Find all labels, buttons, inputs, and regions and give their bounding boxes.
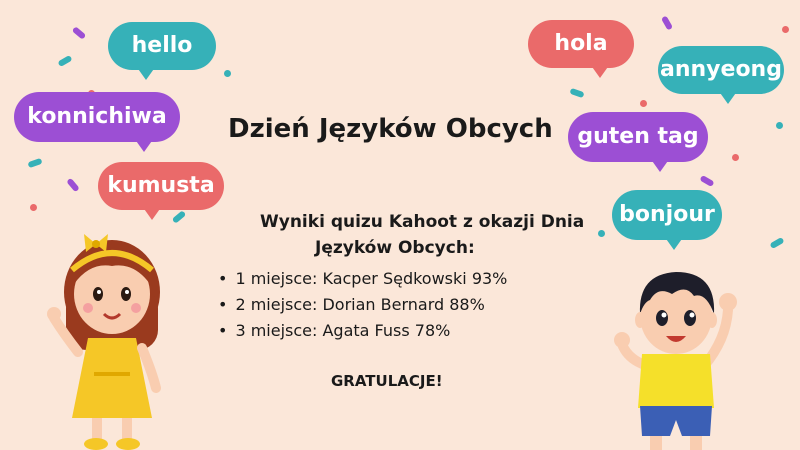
results-heading-line1: Wyniki quizu Kahoot z okazji Dnia <box>260 212 585 232</box>
bubble-annyeong: annyeong <box>658 46 784 104</box>
bubble-hello: hello <box>108 22 216 80</box>
list-item: 1 miejsce: Kacper Sędkowski 93% <box>218 266 507 292</box>
bubble-hello-text: hello <box>131 33 193 58</box>
list-item: 3 miejsce: Agata Fuss 78% <box>218 318 507 344</box>
confetti <box>769 236 785 250</box>
bubble-guten-tag: guten tag <box>568 112 708 172</box>
bubble-bonjour: bonjour <box>612 190 722 250</box>
bubble-tail <box>134 138 154 152</box>
page-title: Dzień Języków Obcych <box>228 114 553 144</box>
results-heading-line2: Języków Obcych: <box>315 238 475 258</box>
confetti <box>71 26 87 40</box>
bubble-annyeong-text: annyeong <box>660 57 782 82</box>
confetti <box>66 177 80 193</box>
confetti <box>660 15 674 31</box>
confetti-dot <box>30 204 37 211</box>
list-item: 2 miejsce: Dorian Bernard 88% <box>218 292 507 318</box>
bubble-tail <box>664 236 684 250</box>
bubble-guten-tag-text: guten tag <box>577 124 699 149</box>
bubble-konnichiwa-text: konnichiwa <box>27 104 167 129</box>
confetti-dot <box>782 26 789 33</box>
boy-illustration <box>614 272 737 450</box>
confetti-dot <box>224 70 231 77</box>
bubble-bonjour-text: bonjour <box>619 202 715 227</box>
bubble-hola-text: hola <box>554 31 608 56</box>
bubble-tail <box>650 158 670 172</box>
results-list: 1 miejsce: Kacper Sędkowski 93% 2 miejsc… <box>218 266 507 344</box>
confetti-dot <box>640 100 647 107</box>
congratulations-text: GRATULACJE! <box>331 372 443 390</box>
confetti <box>57 54 73 68</box>
confetti <box>699 174 715 188</box>
bubble-hola: hola <box>528 20 634 78</box>
bubble-tail <box>590 64 610 78</box>
bubble-kumusta: kumusta <box>98 162 224 220</box>
bubble-tail <box>718 90 738 104</box>
confetti-dot <box>598 230 605 237</box>
girl-illustration <box>47 234 161 450</box>
confetti <box>27 157 43 169</box>
bubble-konnichiwa: konnichiwa <box>14 92 180 152</box>
bubble-tail <box>142 206 162 220</box>
confetti-dot <box>776 122 783 129</box>
confetti <box>569 87 585 99</box>
bubble-tail <box>136 66 156 80</box>
bubble-kumusta-text: kumusta <box>107 173 215 198</box>
confetti-dot <box>732 154 739 161</box>
